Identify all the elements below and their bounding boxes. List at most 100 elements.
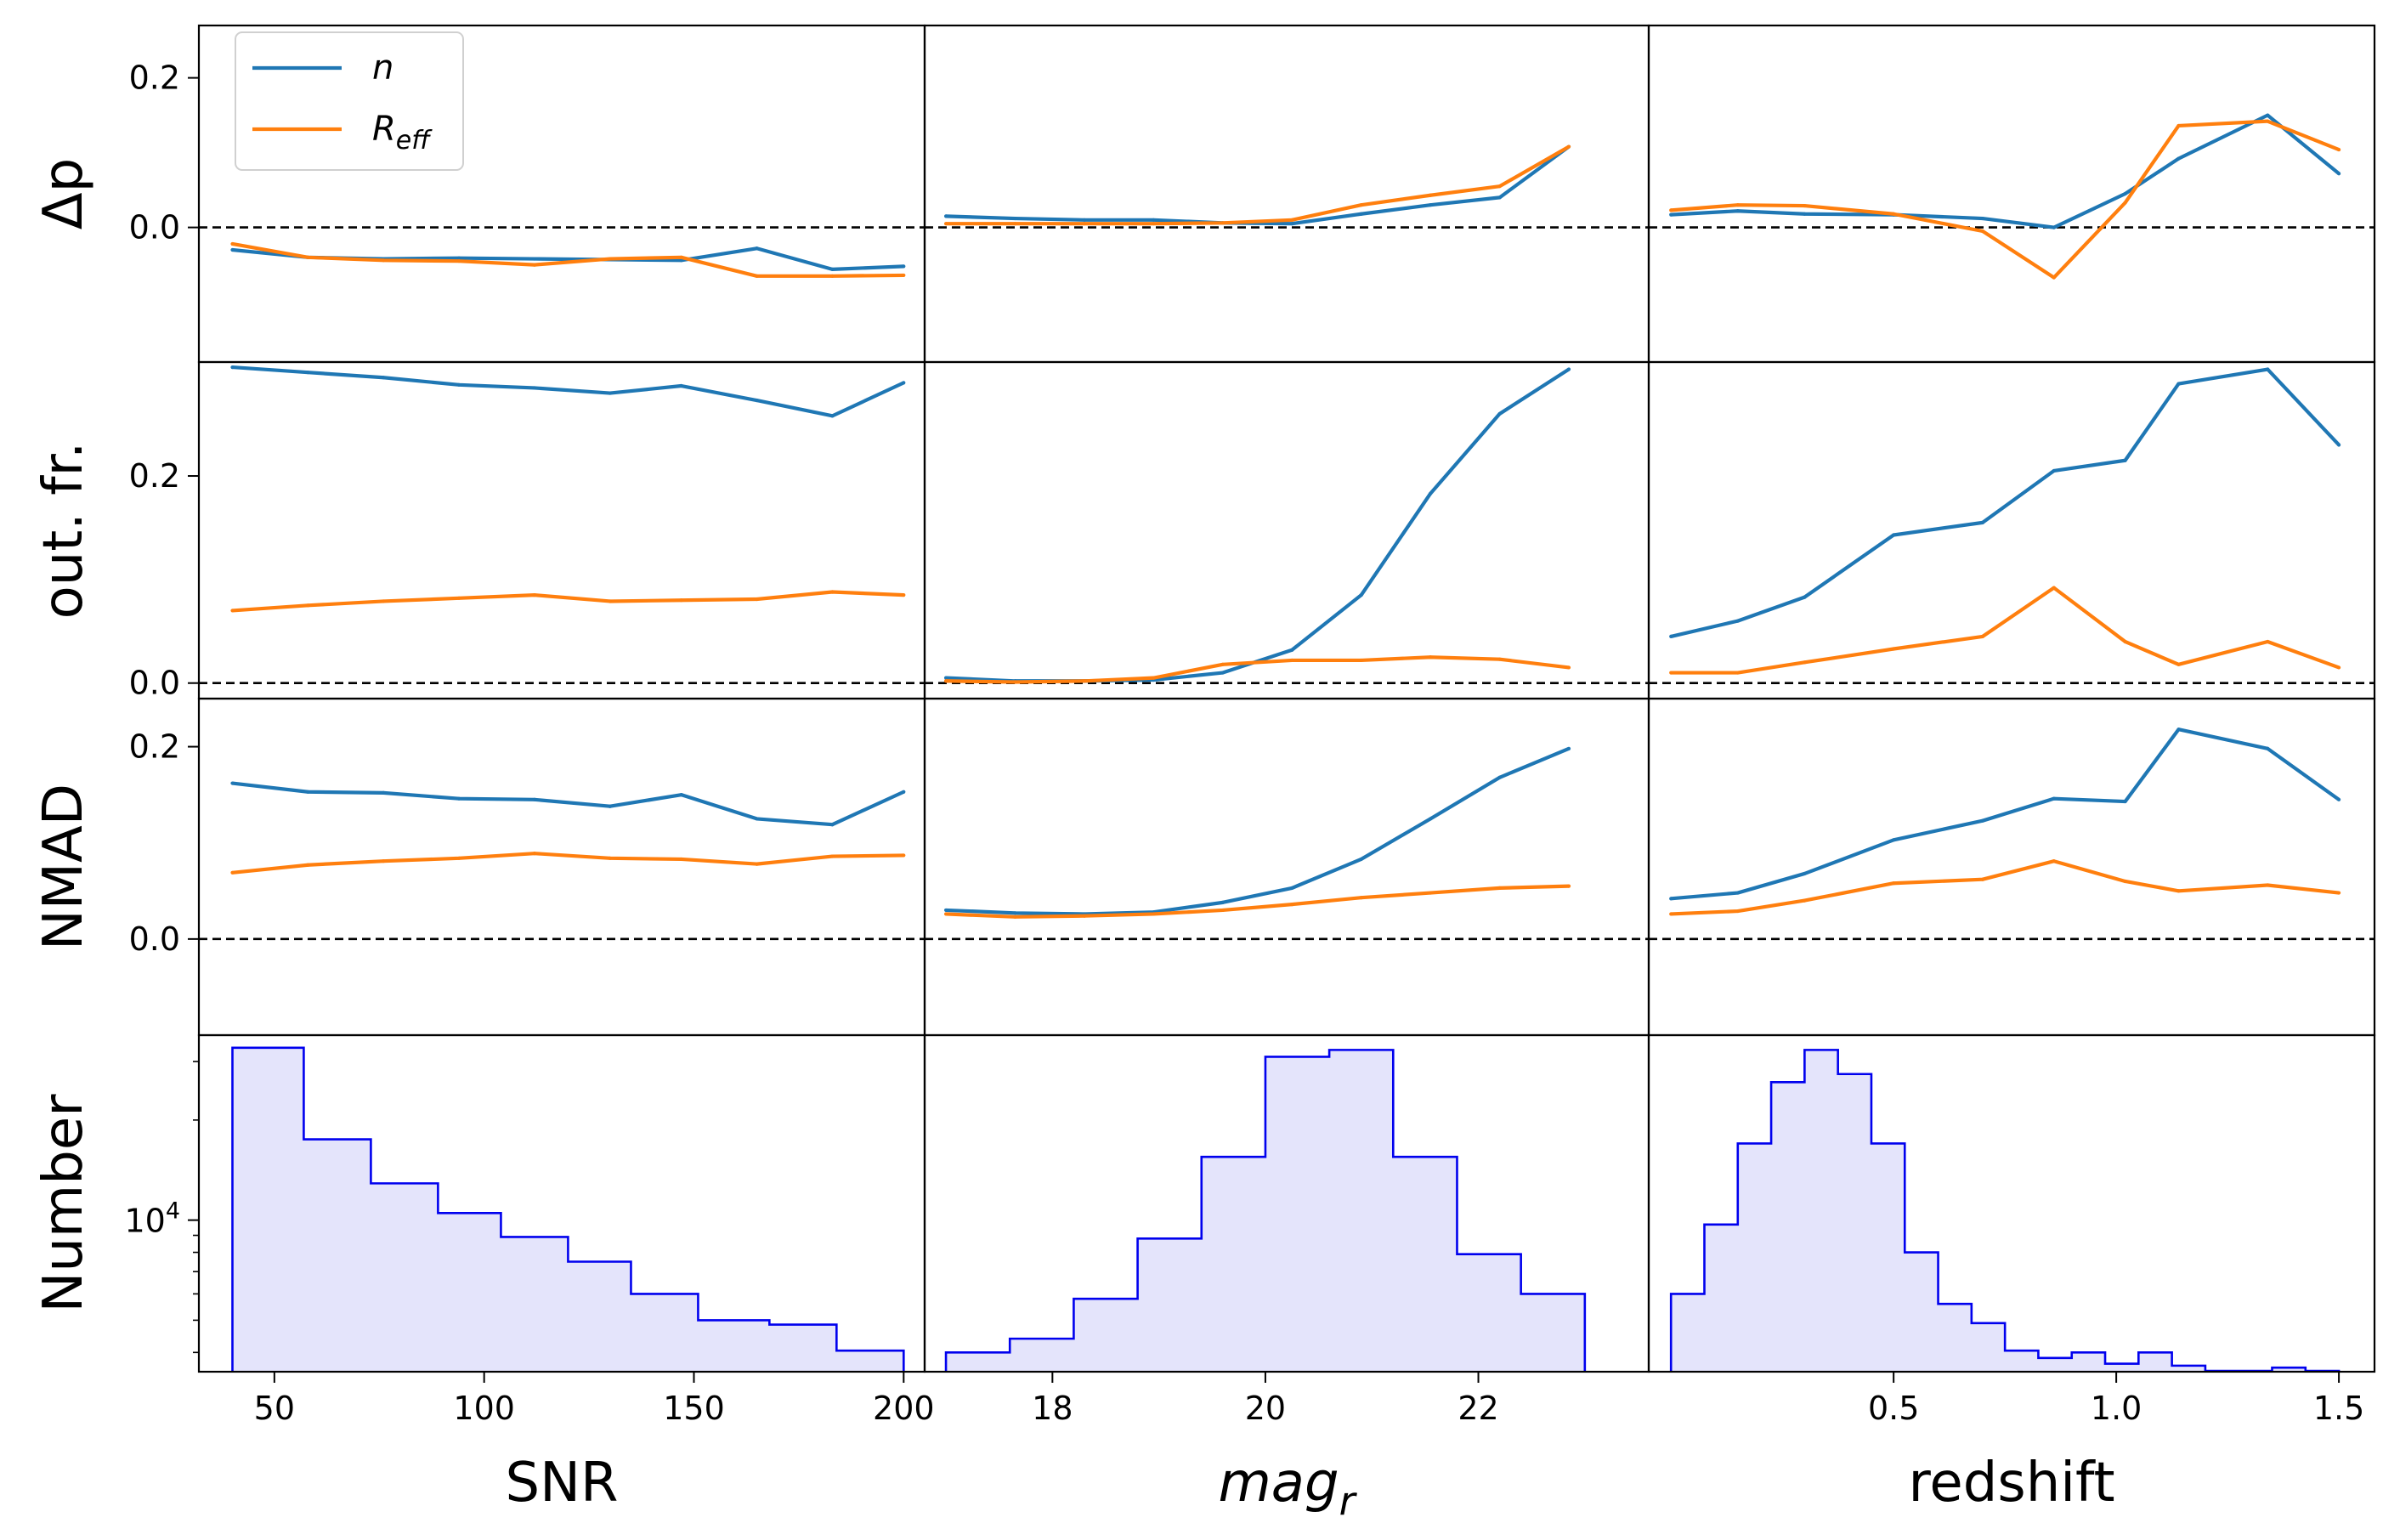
data-point-n [2123,191,2127,196]
data-point-R_eff [2266,639,2270,644]
y-tick-label: 0.2 [129,457,180,495]
series-line-R_eff [945,884,1570,919]
data-point-R_eff [306,863,310,867]
data-point-n [1566,746,1571,750]
data-point-n [755,398,759,403]
data-point-R_eff [1803,898,1807,903]
y-axis-label: Number [32,1094,95,1313]
panel-frame [923,360,1650,700]
data-point-R_eff [1669,208,1673,212]
histogram-bar [501,1237,568,1372]
series-line-R_eff [1671,119,2340,280]
data-point-n [1735,619,1740,623]
data-point-R_eff [2123,639,2127,644]
histogram-outline [231,1046,905,1372]
data-point-n [2123,458,2127,462]
data-point-n [755,246,759,251]
histogram-bar [1265,1056,1329,1372]
data-point-R_eff [1152,222,1156,226]
data-point-R_eff [1359,896,1363,900]
data-point-n [2052,225,2056,229]
data-point-n [2176,728,2181,732]
data-point-R_eff [1735,671,1740,675]
data-point-R_eff [2123,201,2127,205]
panel-content [1649,367,2375,685]
data-point-n [679,793,683,797]
histogram-bar [1804,1050,1837,1372]
histogram-bar [232,1048,303,1372]
data-point-n [2336,443,2341,447]
data-point-n [679,258,683,263]
data-point-R_eff [1082,914,1087,918]
data-point-n [306,371,310,375]
data-point-R_eff [608,856,612,860]
data-point-n [1220,671,1225,675]
data-point-n [1497,195,1502,200]
data-point-R_eff [1803,660,1807,665]
x-axis-label: SNR [506,1452,619,1515]
y-tick-label: 0.2 [129,728,180,766]
data-point-R_eff [1566,144,1571,149]
histogram-bar [1871,1143,1905,1372]
data-point-n [830,823,835,827]
x-tick-label: 0.5 [1868,1390,1919,1427]
data-point-n [1359,857,1363,862]
histogram-bar [1972,1323,2005,1372]
data-point-n [2176,382,2181,386]
data-point-n [755,817,759,821]
data-point-R_eff [830,854,835,858]
x-axis-label-subscript: r [1339,1478,1358,1524]
data-point-n [382,376,386,380]
histogram-bar [1838,1074,1871,1372]
data-point-n [2123,799,2127,804]
data-point-n [1803,595,1807,599]
data-point-n [2266,113,2270,117]
y-tick-label: 0.0 [129,920,180,958]
panel-nm-0: 0.0 0.2 [129,697,926,1037]
data-point-R_eff [1497,184,1502,189]
data-point-n [456,256,461,260]
series-line-R_eff [1671,586,2340,675]
data-point-R_eff [1497,657,1502,661]
data-point-R_eff [1013,914,1017,919]
histogram-bar [371,1183,438,1372]
data-point-R_eff [1013,222,1017,226]
data-point-R_eff [830,274,835,278]
data-point-R_eff [230,241,235,246]
data-point-n [1497,775,1502,779]
histogram-bar [769,1325,836,1372]
histogram-bar [1202,1157,1265,1372]
data-point-n [1669,212,1673,217]
data-point-n [1803,212,1807,216]
data-point-n [456,796,461,801]
data-point-R_eff [382,859,386,863]
histogram-bar [1905,1253,1938,1372]
data-point-n [2266,746,2270,750]
data-point-n [830,414,835,418]
data-point-n [1013,216,1017,221]
data-point-n [2176,156,2181,161]
data-point-R_eff [382,599,386,603]
panel-content [199,365,925,685]
data-point-n [1359,593,1363,597]
data-point-n [1669,634,1673,638]
data-point-n [1290,648,1294,652]
data-point-n [1290,222,1294,226]
panel-frame [923,24,1650,364]
data-point-R_eff [1220,908,1225,913]
data-point-R_eff [679,598,683,603]
data-point-n [608,804,612,808]
x-tick-label: 150 [663,1390,725,1427]
data-point-R_eff [1735,203,1740,207]
series-line-n [1671,113,2341,229]
panel-frame [197,697,926,1037]
data-point-R_eff [2336,147,2341,152]
data-point-R_eff [230,870,235,875]
x-tick-label: 20 [1245,1390,1286,1427]
data-point-n [1892,838,1896,842]
data-point-n [1497,411,1502,416]
data-point-n [1980,818,1985,823]
data-point-n [1892,533,1896,537]
data-point-n [943,676,948,680]
panel-content [925,144,1649,229]
